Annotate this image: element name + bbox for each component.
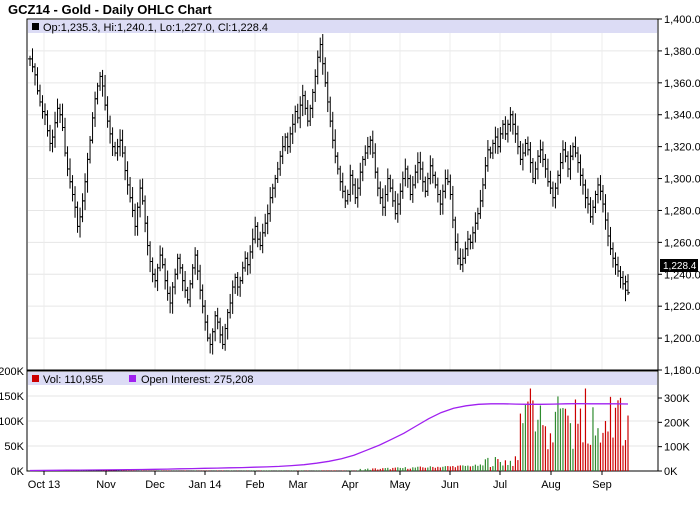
volume-tick-label: 50K <box>4 441 24 453</box>
price-tick-label: 1,360.0 <box>664 78 700 90</box>
volume-legend-bar <box>28 372 657 385</box>
ohlc-legend-text: Op:1,235.3, Hi:1,240.1, Lo:1,227.0, Cl:1… <box>43 22 268 34</box>
price-tick-label: 1,300.0 <box>664 174 700 186</box>
open-interest-axis-ticks-right: 0K 100K 200K 300K <box>658 393 690 478</box>
volume-tick-label: 200K <box>0 366 25 378</box>
oi-tick-label: 0K <box>664 466 678 478</box>
price-tick-label: 1,280.0 <box>664 205 700 217</box>
price-tick-label: 1,240.0 <box>664 269 700 281</box>
date-tick-label: Apr <box>341 479 358 491</box>
open-interest-legend-text: Open Interest: 275,208 <box>141 374 254 386</box>
volume-panel: Vol: 110,955 Open Interest: 275,208 0K 50… <box>0 366 690 478</box>
price-tick-label: 1,200.0 <box>664 333 700 345</box>
last-price-label: 1,228.4 <box>663 261 697 272</box>
open-interest-legend-swatch <box>129 375 136 382</box>
date-tick-label: Jun <box>441 479 459 491</box>
price-axis-ticks: 1,180.0 1,200.0 1,220.0 1,240.0 1,260.0 1,280… <box>658 14 700 377</box>
price-tick-label: 1,320.0 <box>664 142 700 154</box>
volume-bars <box>29 388 629 471</box>
price-panel: Op:1,235.3, Hi:1,240.1, Lo:1,227.0, Cl:1… <box>26 14 700 377</box>
last-price-marker: 1,228.4 <box>660 259 698 272</box>
date-tick-label: Aug <box>541 479 561 491</box>
price-tick-label: 1,180.0 <box>664 365 700 377</box>
price-tick-label: 1,260.0 <box>664 237 700 249</box>
ohlc-bar <box>626 274 630 296</box>
ohlc-legend-swatch <box>32 23 39 30</box>
price-tick-label: 1,400.0 <box>664 14 700 26</box>
ohlc-bar <box>623 275 628 302</box>
volume-gridlines <box>28 395 657 447</box>
volume-tick-label: 100K <box>0 416 25 428</box>
date-tick-label: Dec <box>145 479 165 491</box>
chart-title: GCZ14 - Gold - Daily OHLC Chart <box>8 2 212 17</box>
oi-tick-label: 300K <box>664 393 690 405</box>
volume-tick-label: 150K <box>0 391 25 403</box>
ohlc-price-bars <box>28 34 630 355</box>
date-tick-label: Jan 14 <box>188 479 221 491</box>
oi-tick-label: 100K <box>664 442 690 454</box>
ohlc-legend-bar <box>28 20 657 33</box>
volume-legend-text: Vol: 110,955 <box>43 374 103 386</box>
date-tick-label: Feb <box>246 479 265 491</box>
date-tick-label: Nov <box>96 479 116 491</box>
date-tick-label: Jul <box>493 479 507 491</box>
volume-tick-label: 0K <box>11 466 25 478</box>
volume-axis-ticks-left: 0K 50K 100K 150K 200K <box>0 366 25 478</box>
date-tick-label: May <box>390 479 411 491</box>
price-tick-label: 1,380.0 <box>664 46 700 58</box>
date-tick-label: Sep <box>592 479 612 491</box>
open-interest-line <box>29 402 629 472</box>
oi-tick-label: 200K <box>664 417 690 429</box>
date-tick-label: Oct 13 <box>28 479 60 491</box>
price-tick-label: 1,340.0 <box>664 110 700 122</box>
price-tick-label: 1,220.0 <box>664 301 700 313</box>
price-gridlines <box>28 33 657 370</box>
date-tick-label: Mar <box>289 479 308 491</box>
volume-legend-swatch <box>32 375 39 382</box>
date-axis-ticks: Oct 13 Nov Dec Jan 14 Feb Mar Apr May Jun Jul Aug S… <box>28 471 612 491</box>
